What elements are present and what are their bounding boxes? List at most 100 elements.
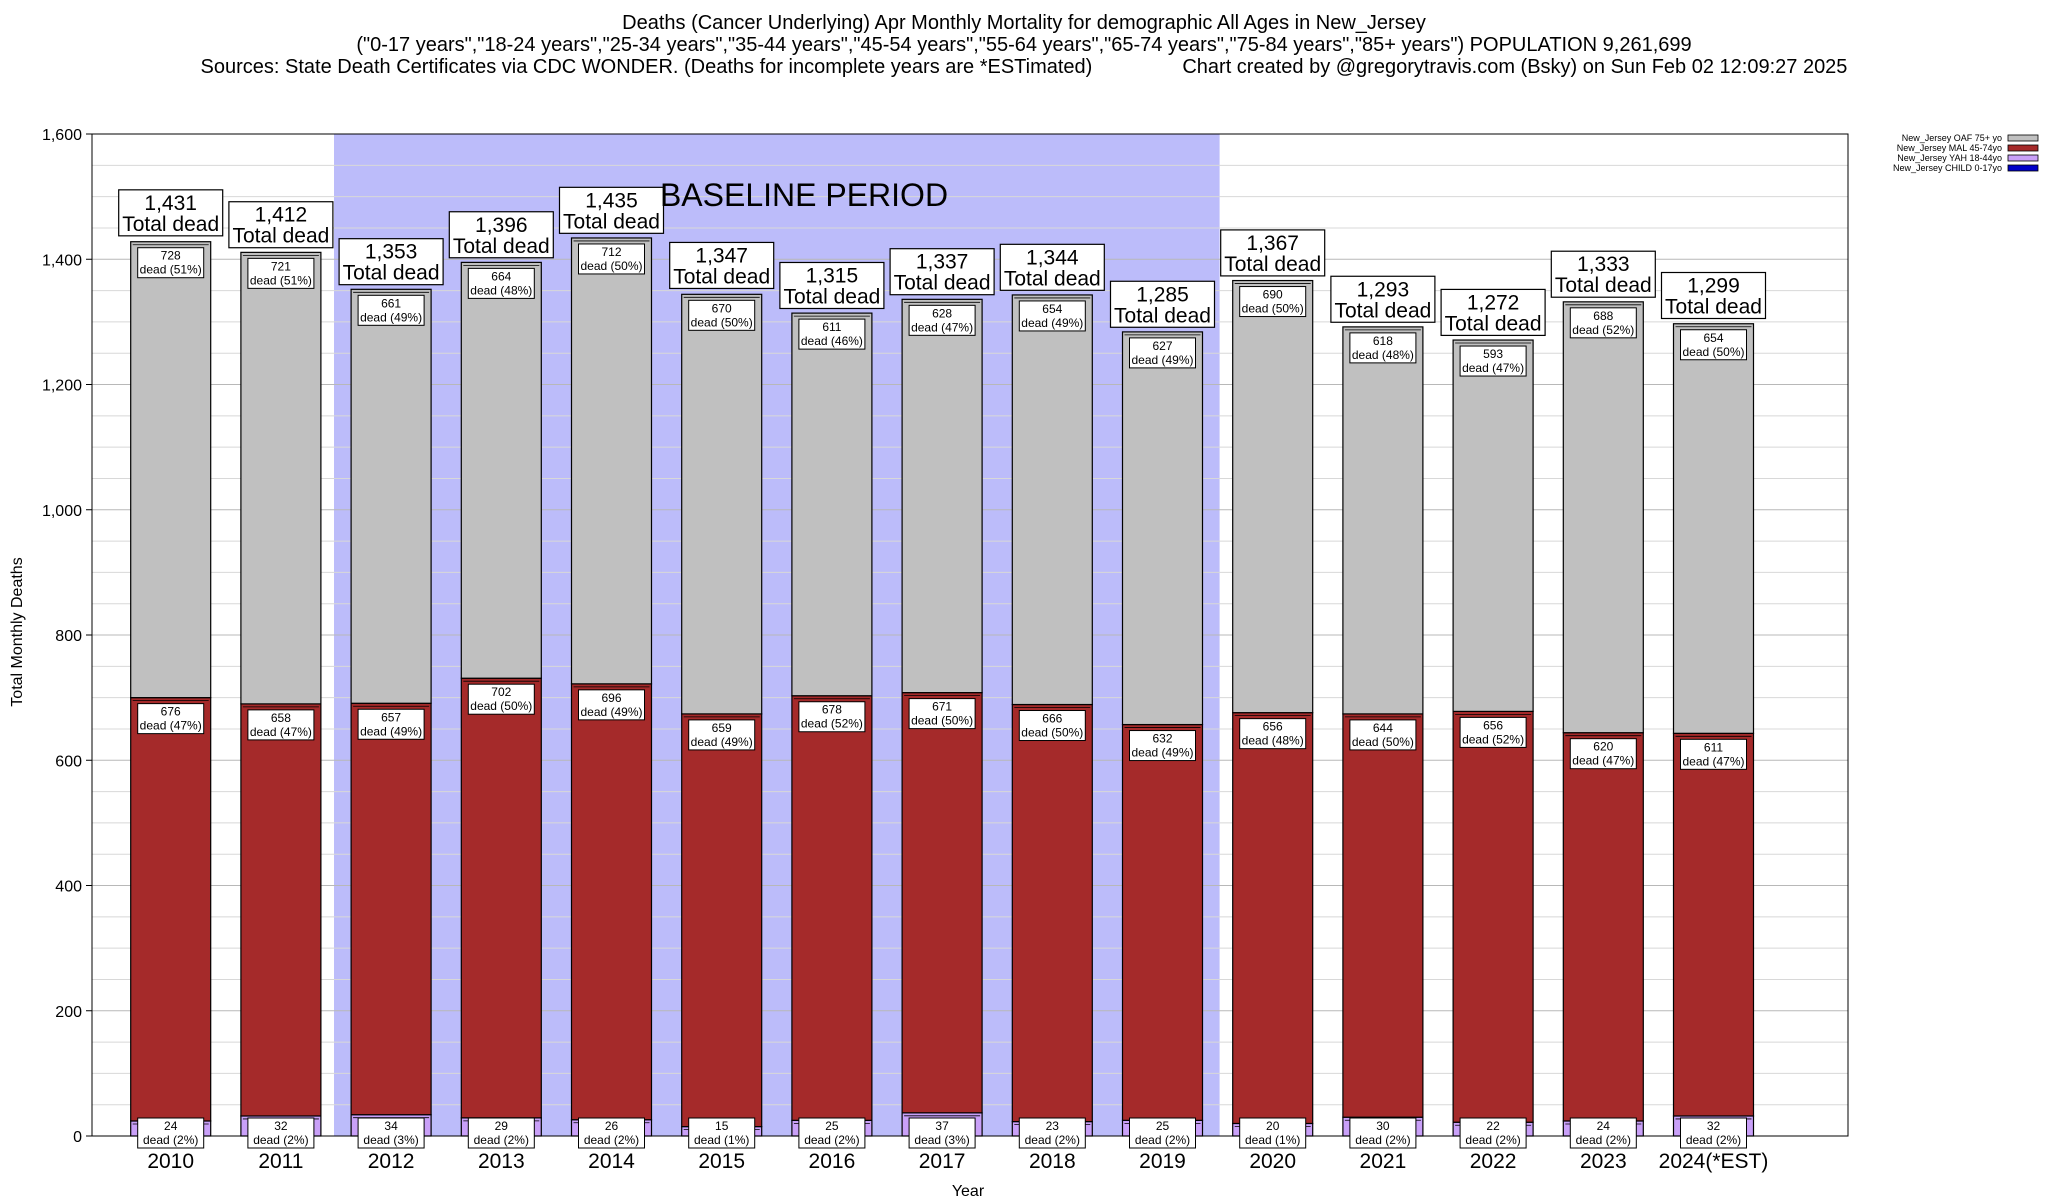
chart-source-line: Sources: State Death Certificates via CD… xyxy=(0,56,2048,78)
total-label-box xyxy=(338,238,444,286)
mal-segment xyxy=(240,703,322,1117)
segment-label-box xyxy=(1239,718,1307,750)
segment-caption: dead (47%) xyxy=(140,719,202,733)
total-value: 1,299 xyxy=(1687,275,1740,298)
segment-value: 24 xyxy=(1597,1119,1611,1133)
segment-caption: dead (2%) xyxy=(1355,1133,1410,1147)
mal-segment xyxy=(1011,703,1093,1123)
segment-value: 659 xyxy=(712,721,732,735)
y-tick-label: 1,600 xyxy=(42,127,82,144)
segment-label-box xyxy=(578,1117,645,1149)
segment-value: 611 xyxy=(1704,740,1723,754)
segment-label-box xyxy=(357,1117,425,1149)
segment-value: 644 xyxy=(1373,721,1393,735)
segment-caption: dead (49%) xyxy=(691,735,753,749)
total-value: 1,412 xyxy=(255,204,308,227)
segment-value: 25 xyxy=(1156,1119,1170,1133)
y-tick-label: 800 xyxy=(55,628,82,645)
segment-label-box xyxy=(467,267,535,299)
total-value: 1,431 xyxy=(144,192,197,215)
mal-segment xyxy=(1452,710,1534,1123)
segment-value: 654 xyxy=(1042,302,1062,316)
total-value: 1,435 xyxy=(585,189,638,212)
oaf-segment xyxy=(1342,326,1424,715)
total-caption: Total dead xyxy=(343,262,440,285)
segment-label-box xyxy=(357,708,425,740)
total-value: 1,272 xyxy=(1467,291,1520,314)
total-caption: Total dead xyxy=(1114,304,1211,327)
segment-caption: dead (49%) xyxy=(1131,746,1193,760)
x-tick-label: 2011 xyxy=(258,1150,303,1173)
segment-caption: dead (50%) xyxy=(1682,345,1744,359)
total-caption: Total dead xyxy=(1004,267,1101,290)
legend-entry-label: New_Jersey YAH 18-44yo xyxy=(1897,153,2002,163)
segment-value: 29 xyxy=(495,1119,509,1133)
segment-caption: dead (3%) xyxy=(363,1133,418,1147)
segment-caption: dead (48%) xyxy=(470,283,532,297)
x-tick-label: 2013 xyxy=(478,1150,525,1173)
x-tick-label: 2018 xyxy=(1029,1150,1076,1173)
segment-value: 657 xyxy=(381,710,401,724)
y-tick-label: 400 xyxy=(55,879,82,896)
y-axis-label: Total Monthly Deaths xyxy=(9,557,26,706)
mal-segment xyxy=(791,695,873,1121)
total-label-box xyxy=(1550,250,1656,298)
segment-label-box xyxy=(1018,710,1086,742)
segment-label-box xyxy=(1129,1117,1196,1149)
segment-caption: dead (2%) xyxy=(1686,1133,1741,1147)
segment-value: 664 xyxy=(491,269,511,283)
total-label-box xyxy=(118,189,224,237)
oaf-segment xyxy=(1562,301,1644,734)
segment-caption: dead (2%) xyxy=(584,1133,639,1147)
segment-label-box xyxy=(137,1117,205,1149)
segment-value: 721 xyxy=(271,259,291,273)
x-tick-label: 2020 xyxy=(1249,1150,1296,1173)
segment-caption: dead (50%) xyxy=(911,714,973,728)
x-axis: 2010 2011 2012 2013 2014 2015 2016 2017 2018 2019… xyxy=(147,1136,1768,1173)
segment-value: 696 xyxy=(601,691,621,705)
segment-value: 666 xyxy=(1042,712,1062,726)
mal-segment xyxy=(460,677,542,1119)
oaf-segment xyxy=(791,312,873,697)
total-caption: Total dead xyxy=(1334,299,1431,322)
total-caption: Total dead xyxy=(1224,253,1321,276)
segment-label-box xyxy=(1239,1117,1307,1149)
segment-label-box xyxy=(1459,345,1527,377)
segment-value: 23 xyxy=(1046,1119,1060,1133)
segment-label-box xyxy=(1349,719,1417,751)
oaf-segment xyxy=(1121,331,1204,726)
segment-value: 32 xyxy=(274,1119,288,1133)
total-value: 1,367 xyxy=(1246,232,1299,255)
segment-label-box xyxy=(1680,1117,1747,1149)
segment-label-box xyxy=(908,698,976,730)
chart-sources: Sources: State Death Certificates via CD… xyxy=(200,56,1093,78)
segment-value: 25 xyxy=(825,1119,839,1133)
oaf-segment xyxy=(130,241,212,699)
total-caption: Total dead xyxy=(232,225,329,248)
